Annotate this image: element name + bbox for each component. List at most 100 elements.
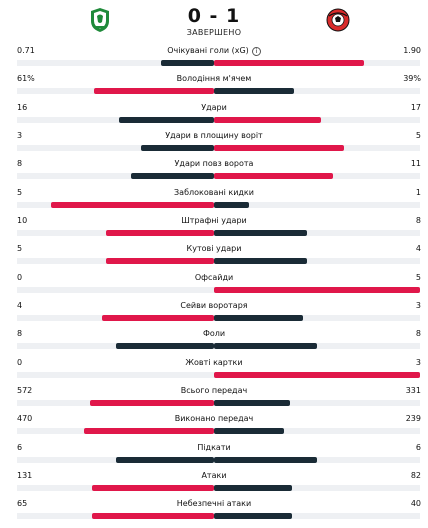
stat-away-value: 331 — [405, 385, 421, 395]
match-header: 0 - 1 ЗАВЕРШЕНО — [0, 0, 428, 42]
stat-away-bar — [214, 88, 295, 95]
stat-home-bar — [160, 60, 214, 66]
stat-away-bar — [214, 428, 285, 435]
stat-home-track — [17, 428, 214, 435]
stat-home-value: 470 — [17, 414, 33, 424]
stat-label: Удари повз ворота — [0, 159, 428, 168]
stat-away-track — [214, 399, 420, 406]
stat-away-bar — [214, 314, 303, 321]
stat-label: Фоли — [0, 329, 428, 338]
stat-away-track — [214, 286, 420, 293]
stat-away-track — [214, 173, 420, 180]
stat-row: 470 Виконано передач 239 — [0, 414, 428, 442]
stat-home-value: 65 — [17, 499, 28, 509]
stat-away-value: 239 — [405, 414, 421, 424]
stat-label: Підкати — [0, 443, 428, 452]
stat-home-track — [17, 229, 214, 236]
stat-label: Удари — [0, 103, 428, 112]
stat-away-bar — [214, 399, 291, 406]
stat-row: 3 Удари в площину воріт 5 — [0, 131, 428, 159]
stat-home-track — [17, 144, 214, 151]
stat-home-bar — [101, 314, 214, 321]
stat-home-value: 0.71 — [17, 46, 35, 55]
stat-away-value: 3 — [415, 357, 421, 367]
stat-row: 5 Заблоковані кидки 1 — [0, 188, 428, 216]
stat-away-bar — [214, 286, 420, 293]
stat-label-text: Штрафні удари — [181, 215, 247, 225]
stat-away-track — [214, 201, 420, 208]
stat-away-track — [214, 371, 420, 378]
stat-home-track — [17, 201, 214, 208]
stat-away-value: 1 — [415, 187, 421, 197]
stat-label-text: Удари в площину воріт — [165, 130, 263, 140]
stat-label: Удари в площину воріт — [0, 131, 428, 140]
stat-home-value: 5 — [17, 187, 23, 197]
stat-row: 6 Підкати 6 — [0, 443, 428, 471]
stat-row: 572 Всього передач 331 — [0, 386, 428, 414]
stat-home-bar — [119, 116, 214, 123]
stat-away-bar — [214, 484, 293, 491]
stat-away-track — [214, 88, 420, 95]
info-icon[interactable]: i — [251, 47, 261, 56]
stat-away-bar — [214, 371, 420, 378]
stat-home-bar — [115, 456, 214, 463]
stat-label-text: Володіння м'ячем — [176, 74, 252, 84]
stat-home-bar — [83, 428, 214, 435]
stat-away-value: 3 — [415, 300, 421, 310]
stat-away-track — [214, 144, 420, 151]
stat-row: 61% Володіння м'ячем 39% — [0, 74, 428, 102]
stat-home-track — [17, 484, 214, 491]
stat-home-track — [17, 456, 214, 463]
stat-row: 8 Удари повз ворота 11 — [0, 159, 428, 187]
stat-home-track — [17, 116, 214, 123]
stat-away-value: 5 — [415, 272, 421, 282]
stat-home-value: 4 — [17, 300, 23, 310]
stat-away-bar — [214, 144, 344, 151]
stat-label: Атаки — [0, 471, 428, 480]
stat-home-value: 8 — [17, 159, 23, 169]
stat-home-bar — [91, 513, 214, 520]
stat-label: Всього передач — [0, 386, 428, 395]
stat-home-track — [17, 88, 214, 95]
stat-away-bar — [214, 60, 365, 66]
stat-label: Сейви воротаря — [0, 301, 428, 310]
stat-home-bar — [91, 484, 214, 491]
stat-away-track — [214, 456, 420, 463]
stat-away-track — [214, 258, 420, 265]
stat-home-track — [17, 173, 214, 180]
stat-label: Штрафні удари — [0, 216, 428, 225]
stat-away-value: 8 — [415, 215, 421, 225]
stat-home-value: 5 — [17, 244, 23, 254]
stat-label: Офсайди — [0, 273, 428, 282]
stat-label: Очікувані голи (xG) i — [0, 46, 428, 56]
stat-away-track — [214, 428, 420, 435]
away-team-logo-icon[interactable] — [326, 8, 350, 32]
stat-away-value: 39% — [403, 74, 421, 84]
stat-row: 131 Атаки 82 — [0, 471, 428, 499]
stat-label-text: Підкати — [197, 442, 231, 452]
stat-away-bar — [214, 258, 307, 265]
stat-row: 0 Офсайди 5 — [0, 273, 428, 301]
stat-home-track — [17, 399, 214, 406]
stat-home-value: 572 — [17, 385, 33, 395]
stat-label-text: Жовті картки — [185, 357, 243, 367]
stat-row: 4 Сейви воротаря 3 — [0, 301, 428, 329]
stat-away-value: 82 — [410, 470, 421, 480]
stat-label: Виконано передач — [0, 414, 428, 423]
stat-label-text: Виконано передач — [174, 414, 254, 424]
stat-away-track — [214, 314, 420, 321]
stat-away-track — [214, 229, 420, 236]
stat-away-bar — [214, 456, 317, 463]
stat-home-bar — [93, 88, 214, 95]
stat-away-track — [214, 60, 420, 66]
stat-label: Заблоковані кидки — [0, 188, 428, 197]
stat-home-value: 0 — [17, 272, 23, 282]
stat-home-value: 3 — [17, 130, 23, 140]
stat-home-bar — [89, 399, 214, 406]
stat-home-track — [17, 286, 214, 293]
stat-home-track — [17, 343, 214, 350]
home-team-logo-icon[interactable] — [90, 7, 110, 33]
stat-label-text: Удари повз ворота — [174, 159, 254, 169]
stat-label-text: Удари — [201, 102, 227, 112]
stat-home-bar — [50, 201, 214, 208]
